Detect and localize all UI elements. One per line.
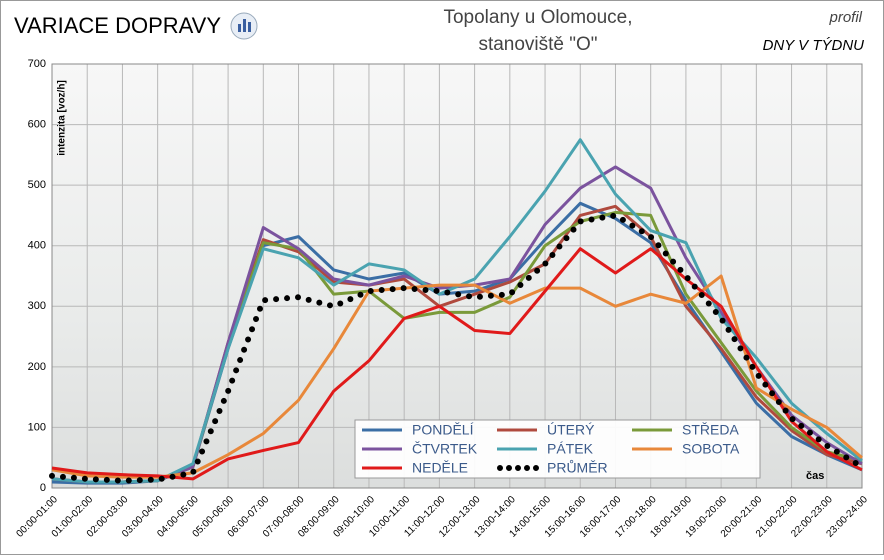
- series-line: [51, 138, 863, 484]
- y-tick-label: 400: [28, 240, 46, 252]
- series-line: [51, 274, 863, 479]
- plot-area: [52, 64, 862, 488]
- header-title: VARIACE DOPRAVY: [14, 13, 221, 38]
- series-line: [51, 247, 863, 481]
- chart-icon: [230, 12, 258, 40]
- x-axis-label: čas: [806, 470, 824, 482]
- legend-label: STŘEDA: [682, 422, 739, 438]
- y-tick-label: 100: [28, 421, 46, 433]
- legend-label: SOBOTA: [682, 441, 740, 457]
- location-line: Topolany u Olomouce,: [443, 7, 632, 28]
- y-tick-label: 700: [28, 58, 46, 70]
- y-tick-label: 200: [28, 361, 46, 373]
- plot-border: [51, 63, 863, 489]
- profile-label: profil: [828, 9, 862, 26]
- legend-label: PRŮMĚR: [547, 459, 608, 476]
- y-tick-label: 0: [40, 482, 46, 494]
- legend-label: NEDĚLE: [412, 460, 468, 476]
- y-tick-label: 300: [28, 300, 46, 312]
- legend-label: ÚTERÝ: [547, 422, 595, 438]
- y-axis-label: intenzita [voz/h]: [57, 80, 68, 156]
- legend-box: [354, 419, 761, 479]
- series-line: [49, 212, 865, 484]
- legend-label: PÁTEK: [547, 441, 594, 457]
- y-tick-label: 600: [28, 118, 46, 130]
- legend-label: PONDĚLÍ: [412, 422, 474, 438]
- y-tick-label: 500: [28, 179, 46, 191]
- legend-label: ČTVRTEK: [412, 441, 478, 457]
- location-line: stanoviště "O": [478, 34, 597, 55]
- legend: PONDĚLÍ ÚTERÝ STŘEDA ČTVRTEK PÁTEK SOBOTA NEDĚ…: [354, 419, 761, 479]
- header-subtitle: DNY V TÝDNU: [763, 37, 865, 54]
